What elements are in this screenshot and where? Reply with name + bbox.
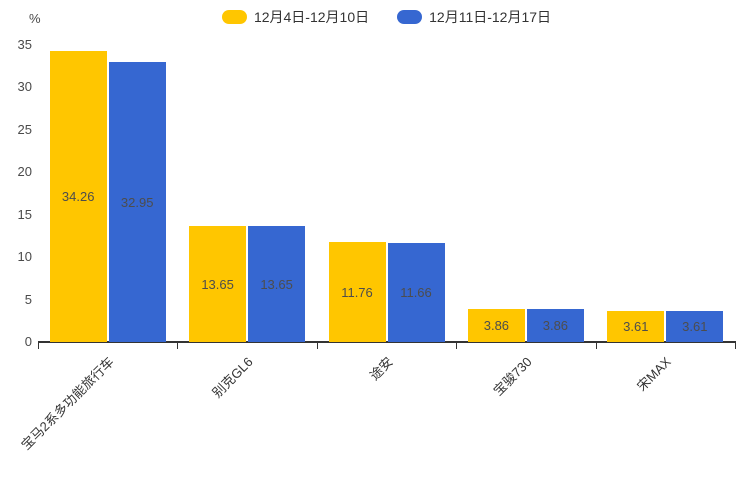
legend-label-week2: 12月11日-12月17日 [429, 9, 552, 25]
y-tick-label: 10 [17, 249, 32, 265]
x-axis-line [38, 341, 736, 343]
x-category-label: 宝骏730 [490, 354, 535, 399]
y-tick-label: 25 [17, 121, 32, 137]
x-category-label: 宋MAX [634, 354, 675, 394]
x-axis-tick [316, 343, 318, 349]
bar-week1[interactable] [189, 226, 247, 342]
bar-week1[interactable] [49, 51, 107, 342]
y-tick-label: 5 [24, 291, 32, 307]
legend-label-week1: 12月4日-12月10日 [253, 9, 370, 25]
bar-week2[interactable] [248, 226, 306, 342]
x-category-label: 途安 [366, 354, 396, 384]
legend-item-week2[interactable]: 12月11日-12月17日 [397, 7, 551, 27]
x-axis-tick [38, 343, 39, 349]
bar-week1[interactable] [607, 311, 665, 342]
y-axis-unit-label: % [29, 11, 41, 26]
y-tick-label: 20 [17, 164, 32, 180]
bar-week2[interactable] [108, 62, 166, 342]
bar-week1[interactable] [328, 242, 386, 342]
chart-legend: 12月4日-12月10日 12月11日-12月17日 [38, 6, 735, 28]
x-axis-tick [456, 343, 458, 349]
legend-swatch-week1-icon [221, 10, 247, 24]
x-axis-tick [595, 343, 597, 349]
legend-item-week1[interactable]: 12月4日-12月10日 [221, 7, 370, 27]
y-tick-label: 35 [17, 37, 32, 52]
bar-week2[interactable] [666, 311, 724, 342]
bar-week2[interactable] [526, 309, 584, 342]
x-category-label: 别克GL6 [209, 354, 256, 401]
legend-swatch-week2-icon [397, 10, 423, 24]
y-tick-label: 0 [24, 334, 32, 349]
x-axis-tick [735, 343, 736, 349]
x-axis-tick [177, 343, 179, 349]
bar-week2[interactable] [387, 243, 445, 342]
y-tick-label: 30 [17, 79, 32, 95]
y-tick-label: 15 [17, 206, 32, 222]
x-category-label: 宝马2系多功能旅行车 [17, 354, 117, 453]
bar-week1[interactable] [467, 309, 525, 342]
